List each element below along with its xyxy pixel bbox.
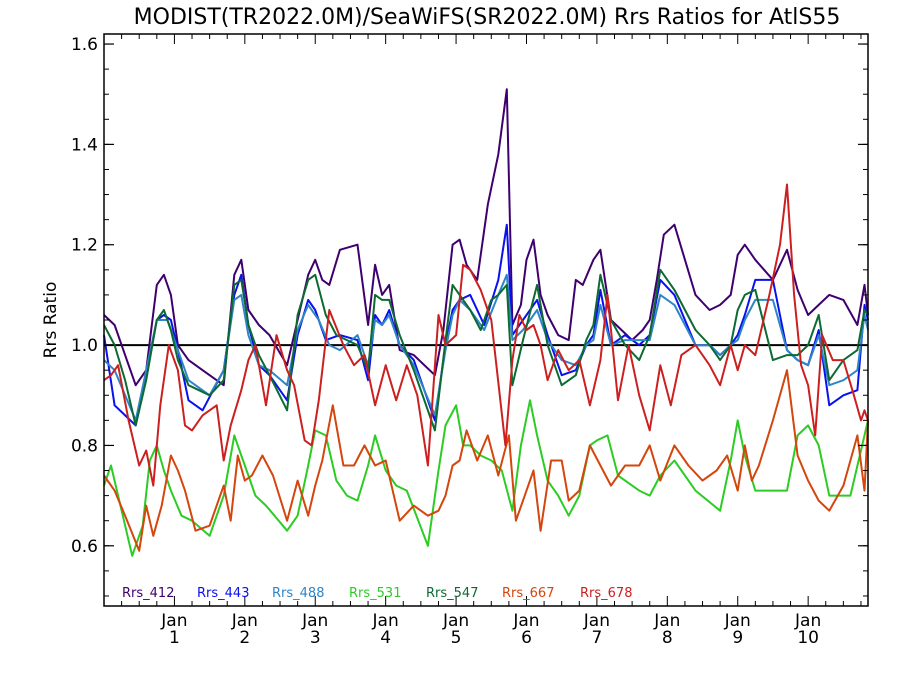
x-tick-month-label: Jan (653, 611, 680, 631)
series-line-rrs_531 (103, 399, 869, 557)
x-tick-label: 8 (662, 628, 673, 648)
legend-item-rrs_547: Rrs_547 (426, 586, 478, 601)
x-tick-label: 3 (310, 628, 321, 648)
x-tick-label: 4 (380, 628, 391, 648)
y-tick-label: 1.0 (71, 336, 98, 356)
legend: Rrs_412 Rrs_443 Rrs_488 Rrs_531 Rrs_547 Rrs_6… (122, 586, 632, 601)
x-tick-label: 10 (797, 628, 819, 648)
legend-item-rrs_488: Rrs_488 (272, 586, 324, 601)
x-tick-month-label: Jan (301, 611, 328, 631)
legend-item-rrs_443: Rrs_443 (197, 586, 249, 601)
x-tick-month-label: Jan (231, 611, 258, 631)
series-layer (103, 88, 869, 557)
x-tick-label: 1 (169, 628, 180, 648)
x-tick-month-label: Jan (372, 611, 399, 631)
x-tick-label: 5 (451, 628, 462, 648)
x-tick-month-label: Jan (794, 611, 821, 631)
y-tick-label: 1.6 (71, 35, 98, 55)
chart-title: MODIST(TR2022.0M)/SeaWiFS(SR2022.0M) Rrs… (134, 5, 841, 30)
x-tick-month-label: Jan (512, 611, 539, 631)
tick-layer: 0.60.81.01.21.41.6Jan1Jan2Jan3Jan4Jan5Ja… (71, 34, 868, 648)
series-line-rrs_488 (103, 273, 869, 422)
x-tick-month-label: Jan (160, 611, 187, 631)
legend-item-rrs_412: Rrs_412 (122, 586, 174, 601)
y-tick-label: 1.2 (71, 236, 98, 256)
legend-item-rrs_667: Rrs_667 (502, 586, 554, 601)
y-tick-label: 1.4 (71, 135, 98, 155)
series-line-rrs_412 (103, 88, 869, 387)
x-tick-month-label: Jan (724, 611, 751, 631)
legend-item-rrs_678: Rrs_678 (580, 586, 632, 601)
x-tick-label: 6 (521, 628, 532, 648)
y-tick-label: 0.8 (71, 436, 98, 456)
y-axis-label: Rrs Ratio (41, 282, 61, 359)
series-line-rrs_667 (103, 369, 869, 552)
y-tick-label: 0.6 (71, 537, 98, 557)
series-line-rrs_443 (103, 223, 869, 427)
series-line-rrs_678 (103, 183, 869, 487)
x-tick-label: 2 (239, 628, 250, 648)
series-line-rrs_547 (103, 268, 869, 432)
legend-item-rrs_531: Rrs_531 (349, 586, 401, 601)
x-tick-month-label: Jan (442, 611, 469, 631)
x-tick-label: 7 (591, 628, 602, 648)
x-tick-label: 9 (732, 628, 743, 648)
x-tick-month-label: Jan (583, 611, 610, 631)
